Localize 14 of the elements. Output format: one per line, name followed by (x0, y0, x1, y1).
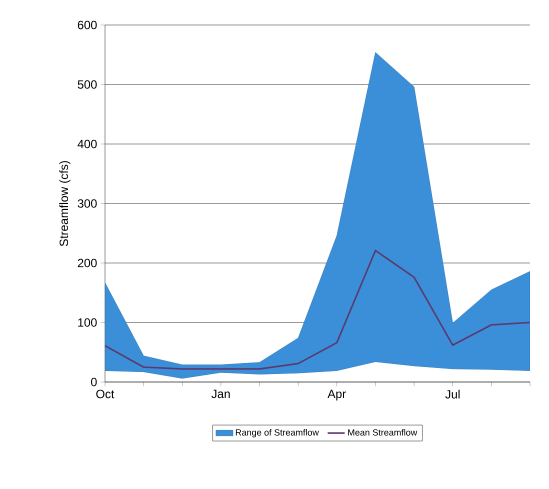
y-tick-label: 500 (78, 80, 97, 89)
x-tick-label: Jul (445, 390, 460, 399)
legend-label: Range of Streamflow (236, 429, 319, 438)
y-tick-label: 200 (78, 258, 97, 268)
y-tick-label: 300 (78, 199, 97, 208)
y-tick-label: 600 (78, 20, 97, 30)
x-tick-label: Oct (96, 390, 114, 398)
y-axis-title: Streamflow (cfs) (59, 161, 70, 246)
x-tick-label: Apr (328, 390, 346, 400)
x-tick-label: Jan (211, 390, 230, 398)
legend-label: Mean Streamflow (348, 429, 418, 436)
y-tick-label: 0 (91, 378, 97, 386)
y-tick-label: 100 (78, 318, 97, 327)
y-tick-label: 400 (78, 140, 97, 148)
